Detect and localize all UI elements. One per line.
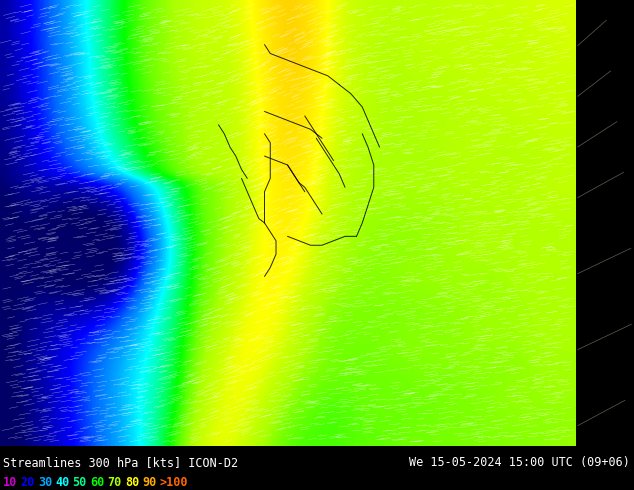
Text: >100: >100 (160, 476, 188, 489)
Text: 40: 40 (55, 476, 70, 489)
Text: 10: 10 (3, 476, 17, 489)
Text: 60: 60 (90, 476, 104, 489)
Text: 30: 30 (38, 476, 52, 489)
Text: Streamlines 300 hPa [kts] ICON-D2: Streamlines 300 hPa [kts] ICON-D2 (3, 456, 238, 469)
Text: 80: 80 (125, 476, 139, 489)
Text: 20: 20 (20, 476, 35, 489)
Text: 50: 50 (73, 476, 87, 489)
Text: 90: 90 (142, 476, 157, 489)
Text: We 15-05-2024 15:00 UTC (09+06): We 15-05-2024 15:00 UTC (09+06) (409, 456, 630, 469)
Text: 70: 70 (107, 476, 122, 489)
